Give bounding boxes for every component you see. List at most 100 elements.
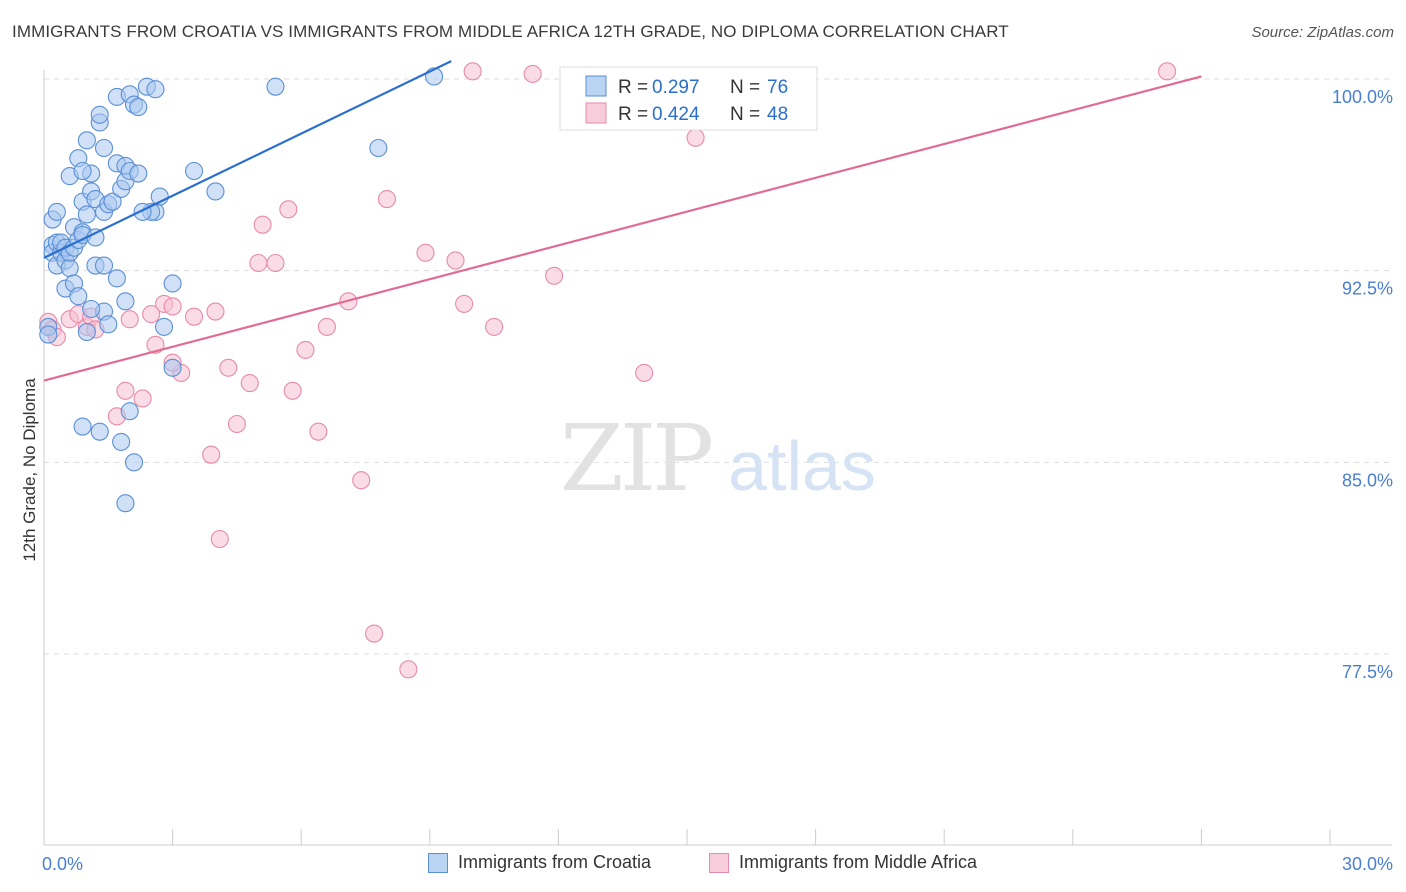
middle-africa-point xyxy=(184,307,204,326)
legend-n-label-middle-africa: N = xyxy=(730,104,765,125)
croatia-point xyxy=(133,202,152,221)
croatia-point xyxy=(94,256,114,275)
legend-series: Immigrants from Croatia Immigrants from … xyxy=(0,852,1406,878)
middle-africa-point xyxy=(219,358,238,377)
croatia-point xyxy=(154,317,174,336)
croatia-point xyxy=(116,292,135,311)
croatia-point xyxy=(112,432,131,451)
middle-africa-point xyxy=(446,251,465,270)
middle-africa-trend-line xyxy=(43,75,1202,382)
croatia-point xyxy=(184,161,204,181)
middle-africa-point xyxy=(523,64,542,83)
croatia-point xyxy=(99,315,118,334)
croatia-point xyxy=(77,131,96,150)
middle-africa-point xyxy=(1158,62,1177,81)
croatia-point xyxy=(124,453,144,472)
middle-africa-point xyxy=(227,414,246,434)
middle-africa-point xyxy=(463,62,482,81)
croatia-point xyxy=(39,325,58,344)
middle-africa-point xyxy=(202,445,221,464)
y-tick-label: 92.5% xyxy=(1342,279,1393,299)
croatia-point xyxy=(73,417,92,436)
legend-label-croatia: Immigrants from Croatia xyxy=(458,852,652,872)
middle-africa-point xyxy=(249,253,268,273)
croatia-point xyxy=(77,322,96,342)
legend-swatch-croatia xyxy=(585,75,607,97)
middle-africa-point xyxy=(120,310,139,329)
middle-africa-point xyxy=(206,302,225,321)
croatia-point xyxy=(47,202,66,221)
middle-africa-point xyxy=(485,317,504,336)
croatia-point xyxy=(103,192,122,211)
croatia-point xyxy=(90,105,109,124)
watermark: ZIP atlas xyxy=(560,405,876,512)
axes xyxy=(43,70,1392,846)
legend-n-value-croatia: 76 xyxy=(767,77,788,98)
middle-africa-point xyxy=(377,190,396,209)
middle-africa-point xyxy=(133,389,152,408)
croatia-point xyxy=(107,269,126,288)
croatia-point xyxy=(94,138,114,158)
middle-africa-point xyxy=(309,422,328,441)
croatia-point xyxy=(266,77,285,96)
croatia-point xyxy=(146,80,165,99)
croatia-point xyxy=(69,287,88,306)
x-tick-label: 30.0% xyxy=(1342,854,1393,874)
middle-africa-point xyxy=(352,471,371,490)
croatia-trend-line xyxy=(43,60,452,259)
middle-africa-point xyxy=(455,294,474,313)
croatia-point xyxy=(73,161,92,181)
legend-label-middle-africa: Immigrants from Middle Africa xyxy=(739,852,978,872)
croatia-point xyxy=(163,358,182,377)
legend-n-value-middle-africa: 48 xyxy=(767,104,788,125)
y-tick-label: 77.5% xyxy=(1342,662,1393,682)
croatia-point xyxy=(116,494,135,513)
croatia-point xyxy=(206,182,225,201)
middle-africa-point xyxy=(253,215,272,234)
legend-item-croatia[interactable]: Immigrants from Croatia xyxy=(428,852,651,873)
legend-r-value-middle-africa: 0.424 xyxy=(652,104,700,125)
middle-africa-point xyxy=(163,297,182,316)
middle-africa-point xyxy=(686,128,705,147)
legend-stats: R = 0.297 N = 76 R = 0.424 N = 48 xyxy=(559,66,818,131)
y-tick-label: 85.0% xyxy=(1342,470,1393,490)
croatia-point xyxy=(77,205,96,224)
middle-africa-point xyxy=(142,305,161,324)
trend-lines xyxy=(43,60,1202,382)
middle-africa-point xyxy=(210,529,229,549)
legend-item-middle-africa[interactable]: Immigrants from Middle Africa xyxy=(709,852,977,873)
watermark-zip: ZIP xyxy=(560,405,711,512)
middle-africa-point xyxy=(365,624,384,643)
chart-title: IMMIGRANTS FROM CROATIA VS IMMIGRANTS FR… xyxy=(12,22,1009,41)
croatia-point xyxy=(82,299,101,319)
middle-africa-point xyxy=(283,381,302,400)
croatia-point xyxy=(90,422,109,441)
legend-swatch-middle-africa-bottom xyxy=(709,852,729,873)
legend-swatch-croatia-bottom xyxy=(428,852,448,873)
middle-africa-point xyxy=(116,381,135,400)
croatia-point xyxy=(86,228,105,247)
middle-africa-point xyxy=(317,317,336,336)
middle-africa-point xyxy=(240,374,259,393)
gridlines xyxy=(44,78,1392,655)
legend-r-label-middle-africa: R = xyxy=(618,104,653,125)
croatia-point xyxy=(120,402,139,421)
legend-r-value-croatia: 0.297 xyxy=(652,77,700,98)
croatia-point xyxy=(163,274,182,293)
middle-africa-point xyxy=(296,340,315,359)
series-croatia-points xyxy=(39,67,444,513)
y-tick-label: 100.0% xyxy=(1332,87,1393,107)
middle-africa-point xyxy=(416,243,435,262)
tick-labels: 100.0% 92.5% 85.0% 77.5% 0.0% 30.0% xyxy=(42,87,1393,874)
croatia-point xyxy=(369,138,388,158)
legend-r-label-croatia: R = xyxy=(618,77,653,98)
middle-africa-point xyxy=(635,363,654,382)
middle-africa-point xyxy=(279,200,298,219)
x-tick-label: 0.0% xyxy=(42,854,83,874)
watermark-atlas: atlas xyxy=(728,427,876,505)
legend-swatch-middle-africa xyxy=(585,102,607,124)
croatia-point xyxy=(129,98,148,117)
middle-africa-point xyxy=(266,253,285,273)
middle-africa-point xyxy=(545,266,564,285)
series-middle-africa-points xyxy=(39,62,1177,679)
